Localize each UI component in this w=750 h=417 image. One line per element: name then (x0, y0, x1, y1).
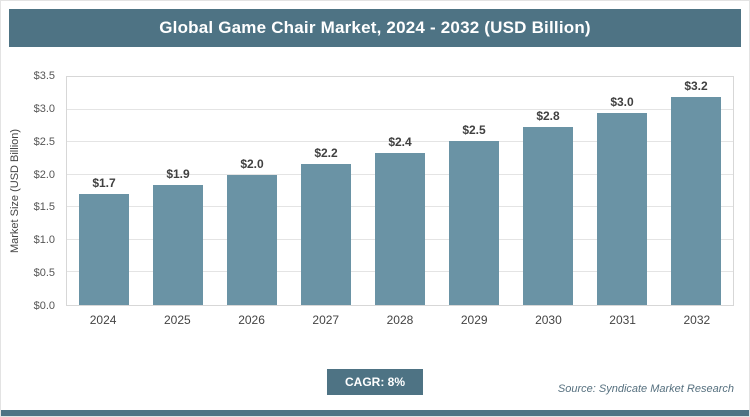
bar-group: $2.8 (523, 77, 573, 305)
y-tick-label: $0.0 (33, 300, 55, 312)
x-axis-labels: 2024 2025 2026 2027 2028 2029 2030 2031 2032 (66, 313, 734, 331)
cagr-label: CAGR: 8% (344, 375, 406, 389)
bar-group: $2.5 (449, 77, 499, 305)
cagr-badge: CAGR: 8% (326, 369, 424, 395)
bottom-stripe (1, 410, 749, 416)
bar-group: $1.7 (79, 77, 129, 305)
gridline (67, 141, 733, 143)
x-tick-label: 2032 (683, 313, 711, 327)
bar-value-label: $2.4 (388, 134, 412, 149)
chart-title: Global Game Chair Market, 2024 - 2032 (U… (159, 18, 591, 37)
bar (523, 127, 573, 305)
x-tick-label: 2026 (238, 313, 265, 327)
y-tick-label: $2.5 (33, 135, 55, 148)
x-tick-label: 2025 (163, 313, 191, 327)
x-tick-label: 2027 (312, 313, 340, 327)
bar (597, 112, 647, 305)
bar (375, 152, 425, 305)
y-tick-label: $2.0 (33, 168, 55, 181)
bar-group: $1.9 (153, 77, 203, 305)
x-tick-label: 2028 (386, 313, 414, 327)
y-tick-label: $1.0 (33, 234, 55, 247)
bar-value-label: $2.0 (240, 156, 264, 171)
y-tick-label: $1.5 (33, 201, 55, 214)
y-tick-label: $3.5 (33, 70, 55, 82)
bar-value-label: $3.2 (684, 78, 708, 93)
bar-group: $3.0 (597, 77, 647, 305)
bar-value-label: $1.9 (166, 166, 190, 181)
x-tick-label: 2030 (535, 313, 562, 327)
bar-value-label: $2.5 (462, 122, 486, 137)
source-text: Source: Syndicate Market Research (557, 383, 734, 395)
bar (301, 163, 351, 305)
bar-group: $3.2 (671, 77, 721, 305)
bar-group: $2.2 (301, 77, 351, 305)
bar (153, 184, 203, 305)
bar-value-label: $2.2 (314, 145, 338, 160)
bar-value-label: $3.0 (610, 94, 634, 109)
x-tick-label: 2029 (460, 313, 488, 327)
plot-area: $1.7 $1.9 $2.0 $2.2 $2.4 $2.5 $2.8 $3.0 $3.2 (66, 76, 734, 306)
x-tick-label: 2024 (89, 313, 117, 327)
bar-columns: $1.7 $1.9 $2.0 $2.2 $2.4 $2.5 $2.8 $3.0 $3.2 (67, 77, 733, 305)
gridline (67, 108, 733, 110)
bar (79, 194, 129, 305)
bar-value-label: $2.8 (536, 109, 560, 124)
x-tick-label: 2031 (609, 313, 636, 327)
bar-group: $2.4 (375, 77, 425, 305)
y-axis-ticks: $0.0 $0.5 $1.0 $1.5 $2.0 $2.5 $3.0 $3.5 (1, 70, 61, 312)
y-tick-label: $3.0 (33, 102, 55, 115)
bar (449, 140, 499, 305)
bar (227, 174, 277, 305)
chart-title-bar: Global Game Chair Market, 2024 - 2032 (U… (9, 9, 741, 47)
bar (671, 96, 721, 305)
y-tick-label: $0.5 (33, 267, 55, 280)
bar-value-label: $1.7 (92, 176, 116, 191)
bar-group: $2.0 (227, 77, 277, 305)
